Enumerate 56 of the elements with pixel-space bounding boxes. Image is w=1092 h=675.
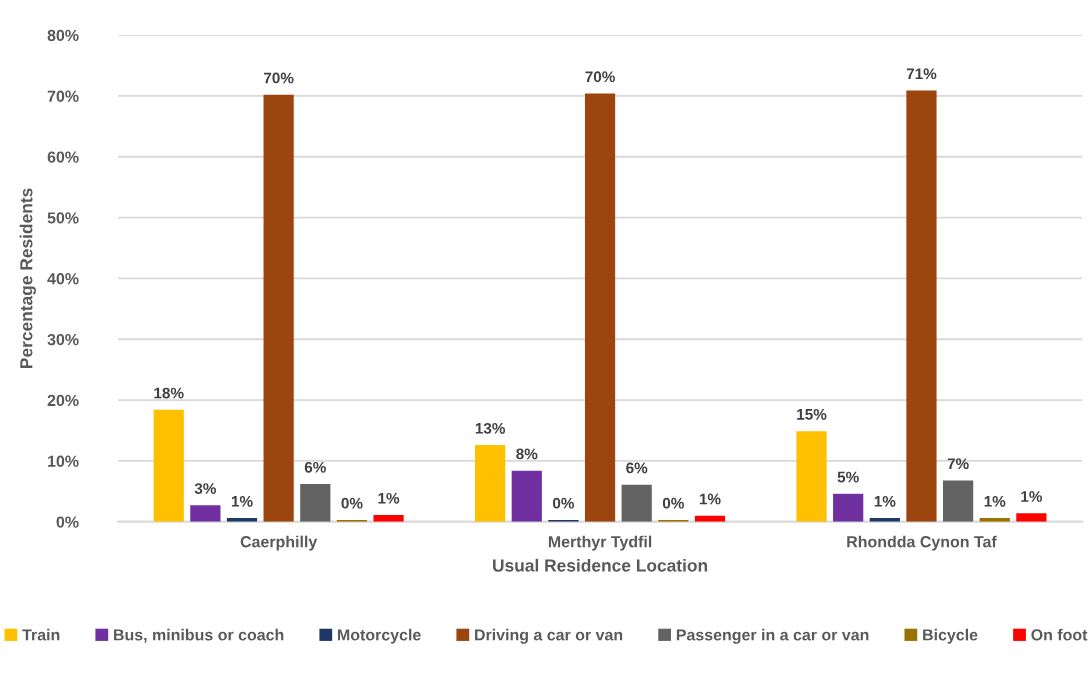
x-axis-title: Usual Residence Location [493,558,708,572]
data-label: 1% [378,492,400,504]
data-label: 5% [837,471,859,483]
data-label: 70% [585,71,615,83]
y-tick-label: 40% [47,273,79,285]
legend-label: Bus, minibus or coach [114,628,284,643]
bar [511,470,542,522]
y-tick-label: 80% [47,29,79,42]
y-tick-label: 30% [47,333,79,346]
data-label: 1% [984,495,1006,507]
bar [833,493,864,522]
x-tick-label: Caerphilly [240,535,318,551]
bar [263,94,294,522]
data-label: 6% [304,461,326,473]
data-label: 70% [264,72,294,84]
x-tick-label: Merthyr Tydfil [548,535,652,551]
data-label: 1% [699,493,721,505]
data-label: 0% [341,497,363,509]
y-tick-label: 50% [47,212,79,224]
bar [943,480,974,522]
bar [584,93,616,522]
data-label: 1% [874,495,896,507]
bar [300,484,331,522]
bar [190,505,221,522]
bar [475,445,506,522]
y-tick-label: 60% [47,151,79,163]
bar [153,409,184,522]
y-tick-label: 70% [47,90,79,102]
data-label: 71% [906,68,937,80]
data-label: 18% [154,387,184,399]
data-label: 7% [947,458,969,470]
bar [1016,513,1047,522]
y-tick-label: 0% [56,516,79,528]
y-tick-label: 10% [48,455,79,467]
data-label: 0% [552,497,575,509]
legend-label: Bicycle [923,628,978,644]
legend-label: Train [22,628,60,641]
data-label: 8% [516,448,538,460]
legend-label: Motorcycle [338,628,421,644]
data-label: 1% [231,495,253,507]
data-label: 13% [475,422,506,434]
data-label: 15% [797,409,827,420]
data-label: 0% [662,497,684,509]
y-tick-label: 20% [47,394,79,407]
bar [796,431,827,522]
bar [621,484,652,522]
bar [373,515,404,522]
x-tick-label: Rhondda Cynon Taf [847,535,997,551]
bar [906,90,937,522]
legend-label: Passenger in a car or van [676,628,869,644]
legend-label: Driving a car or van [475,628,623,644]
legend-label: On foot [1031,628,1088,641]
data-label: 3% [194,483,216,495]
data-label: 1% [1021,491,1043,502]
y-axis-title: Percentage Residents [19,188,36,368]
data-label: 6% [626,462,648,474]
